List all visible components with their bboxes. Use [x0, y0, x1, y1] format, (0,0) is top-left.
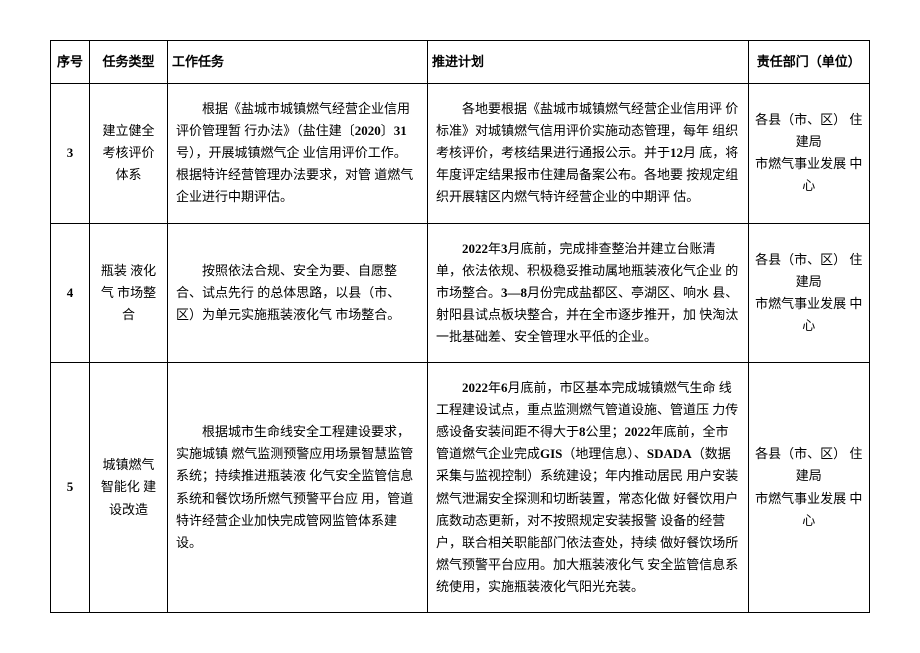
cell-type: 瓶装 液化气 市场整合 [89, 223, 167, 362]
text-bold: 2022 [462, 241, 488, 256]
cell-seq: 3 [51, 84, 90, 223]
header-dept: 责任部门（单位） [748, 41, 869, 84]
cell-type: 城镇燃气 智能化 建设改造 [89, 363, 167, 613]
header-type: 任务类型 [89, 41, 167, 84]
text: 公里； [585, 424, 624, 439]
cell-dept: 各县（市、区） 住建局市燃气事业发展 中心 [748, 223, 869, 362]
text: 按照依法合规、安全为要、自愿整合、试点先行 的总体思路，以县（市、区）为单元实施… [176, 260, 419, 326]
text: 年 [488, 241, 501, 256]
cell-seq: 5 [51, 363, 90, 613]
cell-task: 根据城市生命线安全工程建设要求，实施城镇 燃气监测预警应用场景智慧监管系统；持续… [167, 363, 427, 613]
header-plan: 推进计划 [427, 41, 748, 84]
cell-dept: 各县（市、区） 住建局市燃气事业发展 中心 [748, 363, 869, 613]
cell-plan: 各地要根据《盐城市城镇燃气经营企业信用评 价标准》对城镇燃气信用评价实施动态管理… [427, 84, 748, 223]
cell-task: 根据《盐城市城镇燃气经营企业信用评价管理暂 行办法》（盐住建〔2020〕31号）… [167, 84, 427, 223]
cell-seq: 4 [51, 223, 90, 362]
text: 根据城市生命线安全工程建设要求，实施城镇 燃气监测预警应用场景智慧监管系统；持续… [176, 421, 419, 554]
header-row: 序号 任务类型 工作任务 推进计划 责任部门（单位） [51, 41, 870, 84]
cell-plan: 2022年6月底前，市区基本完成城镇燃气生命 线工程建设试点，重点监测燃气管道设… [427, 363, 748, 613]
table-row: 3 建立健全 考核评价 体系 根据《盐城市城镇燃气经营企业信用评价管理暂 行办法… [51, 84, 870, 223]
text: 年 [488, 380, 501, 395]
cell-plan: 2022年3月底前，完成排查整治并建立台账清 单，依法依规、积极稳妥推动属地瓶装… [427, 223, 748, 362]
cell-task: 按照依法合规、安全为要、自愿整合、试点先行 的总体思路，以县（市、区）为单元实施… [167, 223, 427, 362]
text: 〕 [381, 123, 394, 138]
header-task: 工作任务 [167, 41, 427, 84]
task-table: 序号 任务类型 工作任务 推进计划 责任部门（单位） 3 建立健全 考核评价 体… [50, 40, 870, 613]
text-bold: 12 [670, 145, 683, 160]
table-row: 4 瓶装 液化气 市场整合 按照依法合规、安全为要、自愿整合、试点先行 的总体思… [51, 223, 870, 362]
text: （数据采集与监视控制）系统建设；年内推动居民 用户安装燃气泄漏安全探测和切断装置… [436, 446, 738, 594]
text-bold: 2022 [462, 380, 488, 395]
text: 号），开展城镇燃气企 业信用评价工作。根据特许经营管理办法要求，对管 道燃气企业… [176, 145, 413, 204]
text-bold: SDADA [647, 446, 692, 461]
text-bold: 3—8 [501, 285, 527, 300]
text-bold: 2022 [625, 424, 651, 439]
header-seq: 序号 [51, 41, 90, 84]
cell-type: 建立健全 考核评价 体系 [89, 84, 167, 223]
text-bold: GIS [540, 446, 562, 461]
text: （地理信息）、 [562, 446, 647, 461]
text-bold: 31 [394, 123, 407, 138]
text-bold: 2020 [355, 123, 381, 138]
table-row: 5 城镇燃气 智能化 建设改造 根据城市生命线安全工程建设要求，实施城镇 燃气监… [51, 363, 870, 613]
cell-dept: 各县（市、区） 住建局市燃气事业发展 中心 [748, 84, 869, 223]
